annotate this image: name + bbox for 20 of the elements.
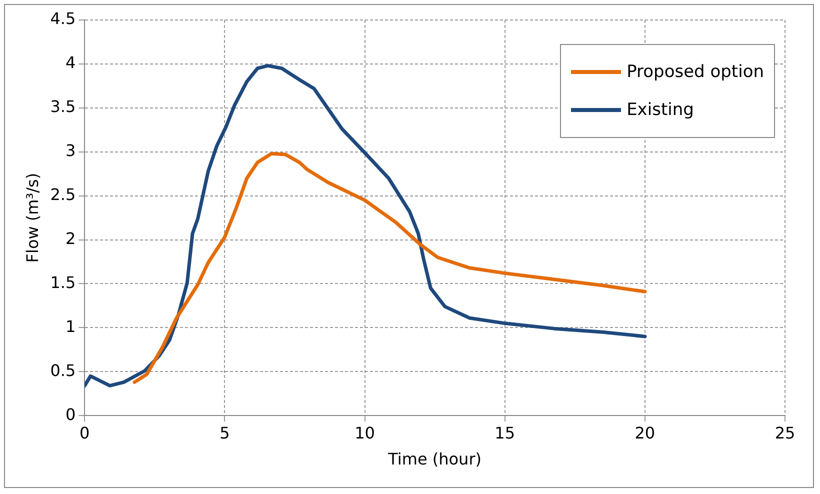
y-tick-label: 4.5 [50, 9, 76, 28]
legend-label: Existing [626, 100, 694, 120]
x-tick-label: 10 [354, 423, 375, 442]
x-tick-label: 5 [220, 423, 230, 442]
y-tick-label: 0.5 [50, 360, 76, 380]
y-axis-title: Flow (m³/s) [22, 172, 42, 263]
y-tick-label: 2.5 [50, 184, 76, 204]
y-tick-label: 2 [65, 228, 76, 248]
y-tick-label: 1.5 [50, 272, 76, 292]
x-tick-label: 20 [634, 423, 656, 442]
x-tick-label: 0 [80, 423, 90, 442]
y-tick-label: 1 [65, 316, 76, 336]
x-tick-label: 15 [494, 423, 516, 442]
y-tick-label: 3 [65, 141, 76, 160]
y-tick-label: 0 [65, 404, 76, 424]
y-tick-label: 3.5 [50, 97, 76, 116]
legend-label: Proposed option [626, 62, 764, 82]
x-axis-title: Time (hour) [387, 450, 482, 469]
x-tick-label: 25 [774, 423, 796, 442]
y-tick-label: 4 [65, 53, 76, 72]
